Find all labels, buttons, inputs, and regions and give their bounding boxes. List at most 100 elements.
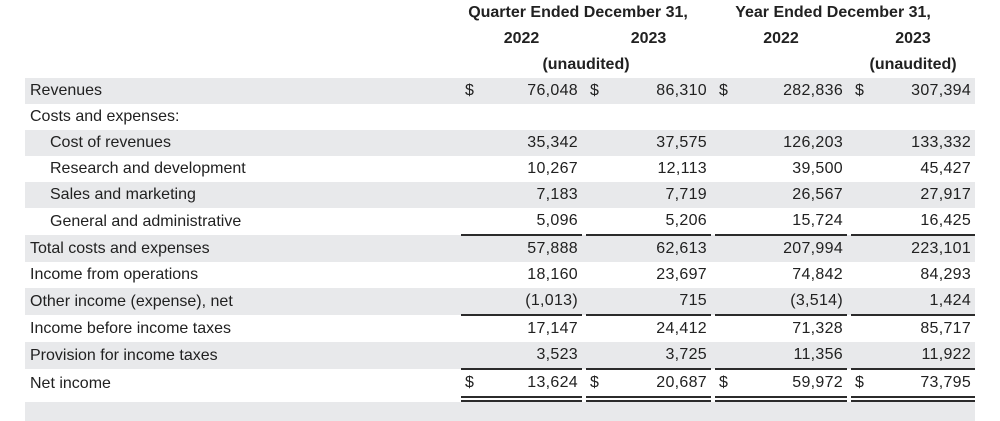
currency-cell bbox=[715, 262, 737, 288]
table-row-research-development: Research and development 10,267 12,113 3… bbox=[25, 156, 975, 182]
currency-cell bbox=[461, 130, 483, 156]
row-label: Provision for income taxes bbox=[25, 342, 461, 369]
value-cell: 24,412 bbox=[656, 320, 708, 337]
currency-cell bbox=[586, 156, 608, 182]
value-cell: 12,113 bbox=[657, 160, 708, 177]
spacer-cell bbox=[711, 182, 716, 208]
value-cell: 133,332 bbox=[873, 130, 976, 156]
value-cell: 5,096 bbox=[483, 208, 582, 236]
value-cell: 18,160 bbox=[527, 266, 578, 283]
value-cell: 207,994 bbox=[737, 235, 848, 262]
value-cell: 57,888 bbox=[483, 235, 582, 262]
value-cell: (3,514) bbox=[737, 288, 848, 316]
value-cell: 45,427 bbox=[920, 160, 972, 177]
value-cell: 74,842 bbox=[792, 266, 844, 283]
currency-cell bbox=[715, 104, 737, 130]
value-cell: 23,697 bbox=[656, 266, 708, 283]
value-cell: 11,356 bbox=[737, 342, 848, 370]
currency-cell: $ bbox=[851, 369, 874, 402]
unaudited-label-quarter: (unaudited) bbox=[542, 56, 630, 73]
value-cell: 35,342 bbox=[483, 130, 582, 156]
spacer-cell bbox=[711, 235, 716, 262]
row-label: Income from operations bbox=[30, 266, 199, 283]
period-group-row: Quarter Ended December 31, Year Ended De… bbox=[25, 0, 975, 26]
currency-cell bbox=[851, 288, 874, 316]
row-label: General and administrative bbox=[50, 212, 242, 230]
spacer-cell bbox=[711, 288, 716, 315]
year-row: 2022 2023 2022 2023 bbox=[25, 26, 975, 52]
col-header-year: Year Ended December 31, bbox=[735, 4, 931, 21]
value-cell: 1,424 bbox=[873, 288, 976, 316]
year-header-y2023: 2023 bbox=[895, 30, 931, 47]
currency-cell bbox=[715, 235, 738, 262]
table-row-total-costs: Total costs and expenses 57,888 62,613 2… bbox=[25, 235, 976, 262]
currency-cell bbox=[715, 288, 738, 316]
unaudited-row: (unaudited) (unaudited) bbox=[25, 52, 975, 78]
currency-cell bbox=[461, 182, 483, 208]
value-cell bbox=[873, 104, 975, 130]
spacer-cell bbox=[847, 78, 852, 104]
row-label: Sales and marketing bbox=[25, 182, 461, 208]
value-cell: 85,717 bbox=[920, 320, 972, 337]
currency-cell bbox=[461, 104, 483, 130]
currency-cell bbox=[461, 288, 483, 316]
currency-cell bbox=[586, 130, 608, 156]
table-row-income-from-operations: Income from operations 18,160 23,697 74,… bbox=[25, 262, 975, 288]
spacer-cell bbox=[711, 130, 716, 156]
year-header-q2023: 2023 bbox=[630, 30, 667, 47]
currency-cell bbox=[715, 315, 737, 342]
row-label: Revenues bbox=[25, 78, 461, 104]
table-row-income-before-taxes: Income before income taxes 17,147 24,412… bbox=[25, 315, 975, 342]
spacer-cell bbox=[582, 235, 586, 262]
currency-cell bbox=[851, 156, 873, 182]
row-label: Costs and expenses: bbox=[30, 108, 180, 125]
row-label: Other income (expense), net bbox=[25, 288, 461, 315]
year-header-q2022: 2022 bbox=[503, 30, 540, 47]
row-label: Total costs and expenses bbox=[25, 235, 461, 262]
spacer-cell bbox=[582, 342, 586, 369]
currency-cell bbox=[586, 342, 608, 370]
currency-cell: $ bbox=[715, 369, 738, 402]
currency-cell bbox=[586, 235, 608, 262]
spacer-cell bbox=[847, 130, 852, 156]
row-label: Cost of revenues bbox=[25, 130, 461, 156]
currency-cell: $ bbox=[715, 78, 738, 104]
spacer-cell bbox=[847, 288, 852, 315]
value-cell: 7,719 bbox=[608, 182, 712, 208]
bottom-band bbox=[25, 399, 976, 421]
row-label: Research and development bbox=[50, 160, 246, 177]
value-cell: 73,795 bbox=[873, 369, 976, 402]
value-cell: 27,917 bbox=[873, 182, 976, 208]
spacer-cell bbox=[711, 342, 716, 369]
currency-cell bbox=[461, 235, 483, 262]
table-row-other-income: Other income (expense), net (1,013) 715 … bbox=[25, 288, 976, 316]
spacer-cell bbox=[847, 235, 852, 262]
header-spacer bbox=[25, 52, 461, 78]
currency-cell bbox=[851, 235, 874, 262]
currency-cell bbox=[851, 182, 874, 208]
currency-cell: $ bbox=[586, 369, 608, 402]
table-row-general-administrative: General and administrative 5,096 5,206 1… bbox=[25, 208, 976, 236]
value-cell: 10,267 bbox=[527, 160, 578, 177]
table-row-cost-of-revenues: Cost of revenues 35,342 37,575 126,203 1… bbox=[25, 130, 976, 156]
value-cell: 26,567 bbox=[737, 182, 848, 208]
value-cell: 17,147 bbox=[527, 320, 578, 337]
table-row-costs-header: Costs and expenses: bbox=[25, 104, 975, 130]
currency-cell bbox=[586, 262, 608, 288]
currency-cell bbox=[851, 342, 874, 370]
table-header: Quarter Ended December 31, Year Ended De… bbox=[25, 0, 975, 78]
currency-cell bbox=[715, 156, 737, 182]
row-label: Net income bbox=[30, 375, 111, 392]
currency-cell: $ bbox=[461, 369, 483, 402]
table-row-revenues: Revenues $ 76,048 $ 86,310 $ 282,836 $ 3… bbox=[25, 78, 976, 104]
header-spacer bbox=[715, 52, 851, 78]
unaudited-label-year: (unaudited) bbox=[869, 56, 957, 73]
spacer-cell bbox=[711, 78, 716, 104]
currency-cell bbox=[851, 208, 874, 236]
value-cell: 5,206 bbox=[608, 208, 712, 236]
currency-cell bbox=[586, 208, 608, 236]
value-cell: 86,310 bbox=[608, 78, 712, 104]
value-cell: 37,575 bbox=[608, 130, 712, 156]
currency-cell bbox=[461, 315, 483, 342]
currency-cell bbox=[586, 104, 608, 130]
